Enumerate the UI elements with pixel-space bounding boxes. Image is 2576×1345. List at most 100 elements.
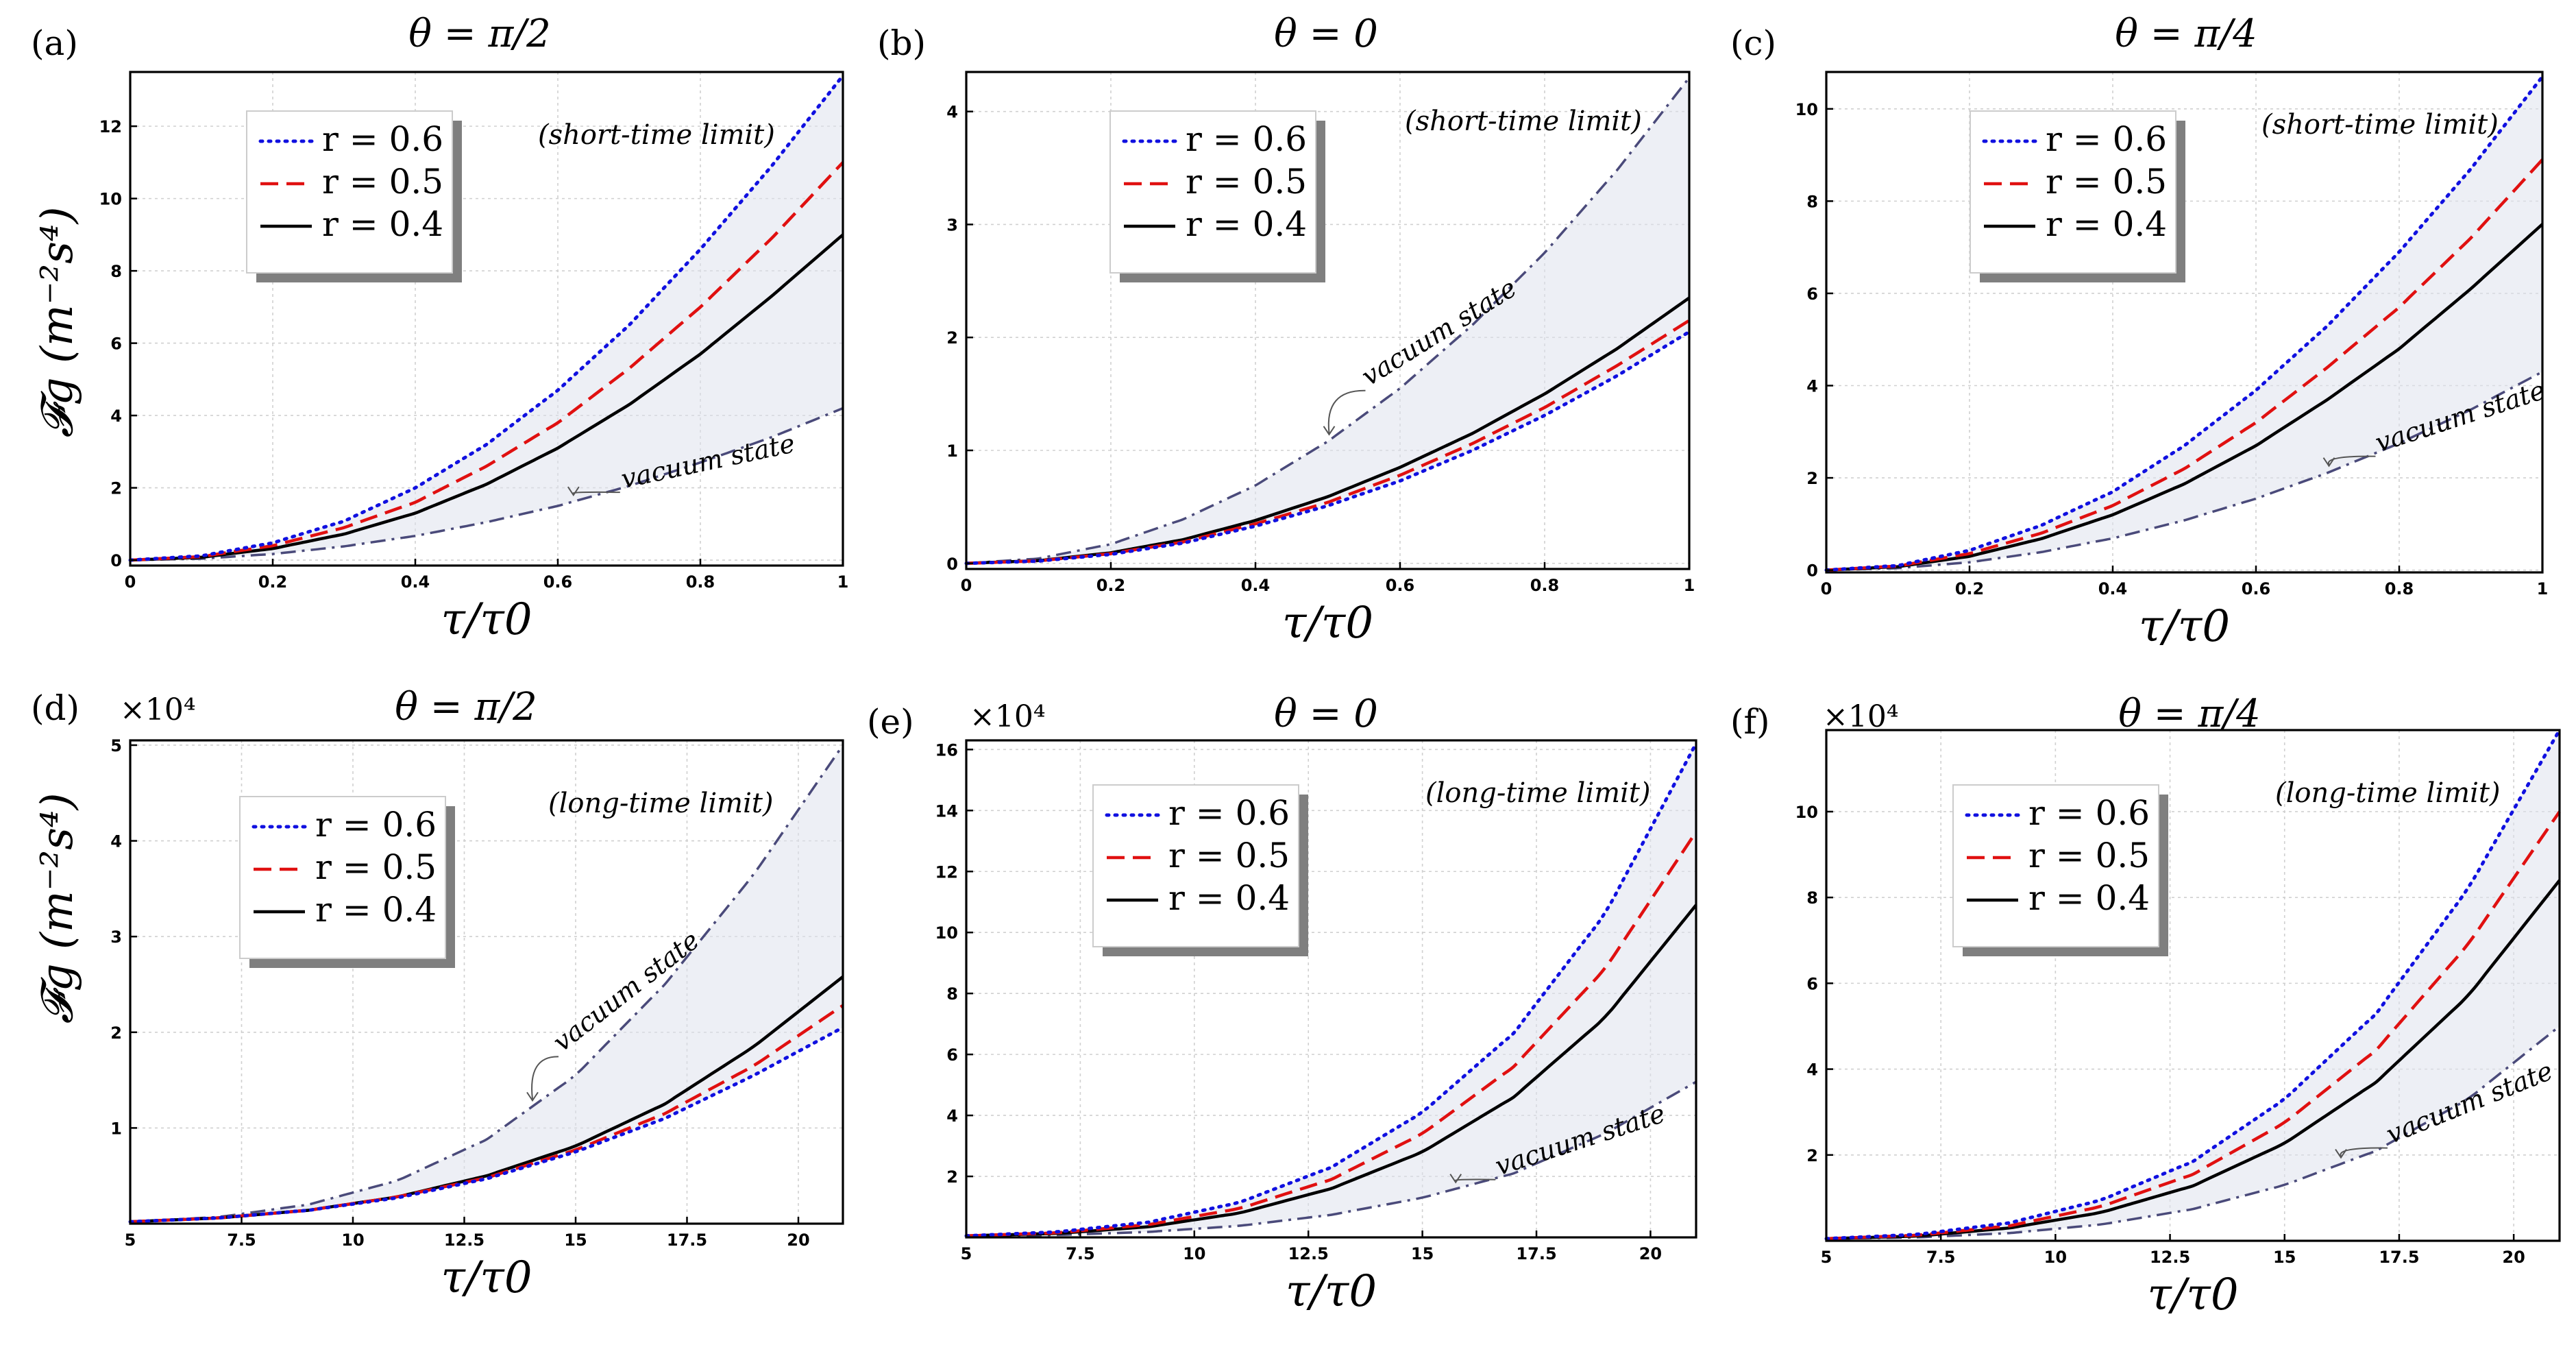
x-tick-label: 1 — [837, 572, 849, 592]
regime-annotation: (short-time limit) — [2261, 109, 2499, 141]
x-tick-label: 0.2 — [1096, 576, 1126, 595]
series-line-vacuum-state — [130, 744, 844, 1223]
y-tick-label: 4 — [110, 407, 122, 426]
y-tick-label: 14 — [935, 801, 958, 821]
y-tick-label: 8 — [110, 262, 122, 281]
regime-annotation: (long-time limit) — [2275, 777, 2501, 809]
shaded-region — [966, 743, 1696, 1236]
shaded-region — [130, 75, 843, 561]
legend-entry-label: r = 0.4 — [1186, 204, 1307, 244]
y-tick-label: 2 — [110, 479, 122, 498]
x-tick-label: 10 — [2044, 1248, 2067, 1267]
x-axis-label: τ/τ0 — [1282, 598, 1373, 649]
legend-entry-label: r = 0.6 — [1186, 119, 1307, 159]
legend-entry-label: r = 0.6 — [2028, 793, 2150, 833]
y-tick-label: 0 — [1806, 561, 1818, 581]
series-line-r-0-6 — [128, 73, 845, 562]
y-tick-label: 0 — [946, 555, 958, 574]
legend-entry-label: r = 0.4 — [322, 204, 443, 244]
y-tick-label: 4 — [946, 1106, 958, 1126]
series-line-r-0-6 — [964, 741, 1698, 1238]
legend-entry-label: r = 0.4 — [315, 890, 437, 930]
x-tick-label: 0.4 — [401, 572, 430, 592]
x-tick-label: 17.5 — [667, 1231, 707, 1250]
y-tick-label: 2 — [1806, 469, 1818, 488]
series-line-vacuum-state — [966, 77, 1691, 565]
panel-label: (c) — [1730, 23, 1776, 63]
panel-title: θ = π/2 — [395, 685, 537, 729]
panel-label: (f) — [1730, 702, 1770, 742]
x-tick-label: 0.2 — [1955, 579, 1985, 598]
y-tick-label: 6 — [1806, 974, 1818, 993]
series-line-r-0-5 — [966, 319, 1691, 566]
x-tick-label: 5 — [961, 1244, 972, 1263]
y-tick-label: 0 — [110, 551, 122, 570]
y-scale-label: ×10⁴ — [120, 692, 196, 727]
plot-frame — [965, 71, 1691, 570]
vacuum-arrow-head — [2322, 457, 2335, 468]
y-tick-label: 10 — [1795, 100, 1818, 119]
x-tick-label: 10 — [341, 1231, 364, 1250]
vacuum-arrow-head — [1323, 426, 1336, 436]
panel-title: θ = 0 — [1274, 12, 1378, 56]
vacuum-arrow-head — [1449, 1174, 1462, 1184]
series-line-r-0-5 — [130, 161, 844, 562]
y-tick-label: 1 — [946, 441, 958, 461]
legend-box — [1970, 110, 2176, 274]
panel-title: θ = 0 — [1274, 692, 1378, 736]
x-tick-label: 20 — [2502, 1248, 2525, 1267]
shaded-region — [1826, 730, 2560, 1239]
x-axis-label: τ/τ0 — [2147, 1270, 2238, 1320]
x-tick-label: 0.6 — [1386, 576, 1415, 595]
legend-entry-label: r = 0.6 — [315, 805, 437, 845]
series-line-vacuum-state — [966, 1080, 1697, 1237]
y-tick-label: 3 — [946, 215, 958, 234]
plot-frame — [129, 739, 844, 1225]
legend-entry-label: r = 0.5 — [2028, 836, 2150, 875]
panel-title: θ = π/2 — [408, 12, 551, 56]
y-axis-label-top: 𝓕g (m⁻²s⁴) — [32, 206, 83, 437]
x-tick-label: 7.5 — [227, 1231, 256, 1250]
series-line-r-0-4 — [1826, 879, 2561, 1241]
panel-label: (b) — [877, 23, 926, 63]
x-tick-label: 17.5 — [1516, 1244, 1556, 1263]
y-tick-label: 10 — [99, 190, 122, 209]
series-line-vacuum-state — [1826, 370, 2543, 572]
x-tick-label: 17.5 — [2379, 1248, 2419, 1267]
legend-entry-label: r = 0.5 — [322, 162, 443, 202]
x-tick-label: 0.2 — [258, 572, 288, 592]
y-tick-label: 4 — [946, 103, 958, 122]
x-axis-label: τ/τ0 — [441, 594, 532, 645]
vacuum-arrow-head — [567, 486, 580, 496]
y-tick-label: 8 — [946, 984, 958, 1004]
legend-entry-label: r = 0.4 — [2028, 878, 2150, 918]
y-tick-label: 10 — [1795, 803, 1818, 822]
panel-title: θ = π/4 — [2115, 12, 2257, 56]
series-line-vacuum-state — [130, 407, 844, 561]
y-axis-label-bottom: 𝓕g (m⁻²s⁴) — [32, 792, 83, 1023]
panel-label: (a) — [31, 23, 78, 63]
x-tick-label: 0 — [125, 572, 136, 592]
y-tick-label: 16 — [935, 740, 958, 760]
x-tick-label: 0.8 — [1530, 576, 1560, 595]
panel-title: θ = π/4 — [2118, 692, 2261, 736]
x-tick-label: 12.5 — [1288, 1244, 1329, 1263]
y-tick-label: 1 — [110, 1119, 122, 1138]
vacuum-arrow — [2327, 455, 2376, 465]
x-tick-label: 0 — [1821, 579, 1832, 598]
x-axis-label: τ/τ0 — [2139, 601, 2230, 652]
y-tick-label: 8 — [1806, 192, 1818, 211]
plot-frame — [1825, 729, 2561, 1242]
legend-entry-label: r = 0.5 — [1168, 836, 1290, 875]
y-tick-label: 12 — [99, 117, 122, 136]
vacuum-arrow-head — [526, 1091, 539, 1102]
regime-annotation: (long-time limit) — [548, 788, 774, 819]
legend-entry-label: r = 0.5 — [2046, 162, 2167, 202]
plot-frame — [1825, 71, 2544, 574]
panel-f: 5 7.5 10 12.5 15 17.5 20 2 4 6 8 10 (f) θ = π/4 ×10⁴ τ/… — [1730, 692, 2562, 1320]
x-tick-label: 20 — [787, 1231, 809, 1250]
x-tick-label: 1 — [1684, 576, 1695, 595]
